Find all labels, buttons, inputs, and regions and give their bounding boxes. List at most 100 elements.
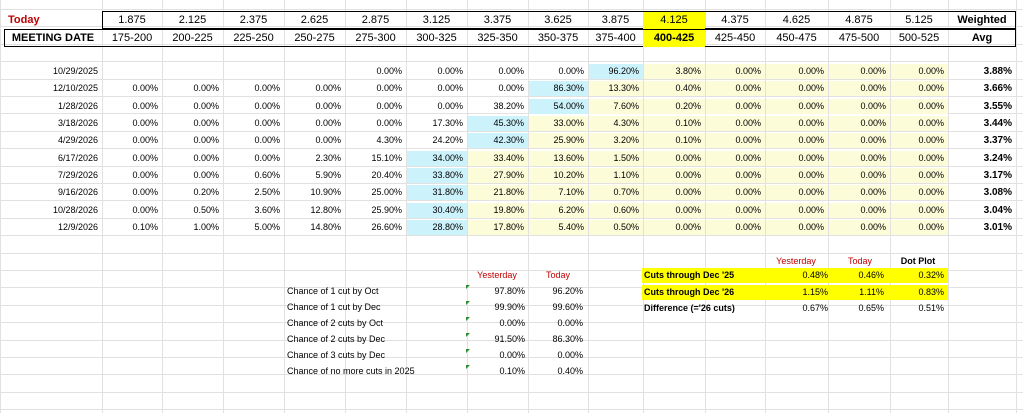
probability-cell[interactable]: 24.20%	[432, 135, 463, 145]
probability-cell[interactable]: 5.90%	[315, 170, 341, 180]
probability-cell[interactable]: 0.50%	[589, 220, 643, 235]
probability-cell[interactable]: 0.00%	[706, 168, 765, 183]
probability-cell[interactable]: 0.00%	[706, 220, 765, 235]
chance-today[interactable]: 99.60%	[552, 302, 583, 312]
weighted-avg-cell[interactable]: 3.08%	[983, 187, 1012, 198]
weighted-avg-cell[interactable]: 3.01%	[983, 222, 1012, 233]
probability-cell[interactable]: 0.00%	[891, 151, 948, 166]
probability-cell[interactable]: 1.00%	[193, 222, 219, 232]
weighted-avg-cell[interactable]: 3.24%	[983, 153, 1012, 164]
probability-cell[interactable]: 0.00%	[766, 220, 828, 235]
chance-yesterday[interactable]: 0.00%	[499, 318, 525, 328]
probability-cell[interactable]: 0.00%	[132, 205, 158, 215]
probability-cell[interactable]: 0.60%	[254, 170, 280, 180]
probability-cell[interactable]: 0.00%	[829, 81, 890, 96]
probability-cell[interactable]: 0.00%	[766, 203, 828, 218]
probability-cell[interactable]: 0.00%	[254, 83, 280, 93]
probability-cell[interactable]	[285, 64, 345, 79]
probability-cell[interactable]: 0.00%	[891, 64, 948, 79]
probability-cell[interactable]: 0.00%	[315, 135, 341, 145]
probability-cell[interactable]: 0.00%	[644, 168, 705, 183]
probability-cell[interactable]: 0.00%	[829, 99, 890, 114]
probability-cell[interactable]: 4.30%	[376, 135, 402, 145]
probability-cell[interactable]: 13.60%	[529, 151, 588, 166]
probability-cell[interactable]: 0.00%	[254, 101, 280, 111]
chance-yesterday[interactable]: 99.90%	[494, 302, 525, 312]
chance-yesterday[interactable]: 0.10%	[499, 366, 525, 376]
probability-cell[interactable]: 27.90%	[468, 168, 528, 183]
probability-cell[interactable]: 1.50%	[589, 151, 643, 166]
probability-cell[interactable]: 19.80%	[468, 203, 528, 218]
probability-cell[interactable]: 0.00%	[766, 64, 828, 79]
probability-cell[interactable]: 0.00%	[891, 116, 948, 131]
probability-cell[interactable]: 0.00%	[132, 83, 158, 93]
probability-cell[interactable]: 0.60%	[589, 203, 643, 218]
probability-cell[interactable]: 0.00%	[706, 116, 765, 131]
probability-cell[interactable]: 0.00%	[891, 133, 948, 148]
probability-cell[interactable]: 2.50%	[254, 187, 280, 197]
probability-cell[interactable]: 0.00%	[766, 168, 828, 183]
probability-cell[interactable]: 3.60%	[254, 205, 280, 215]
probability-cell[interactable]: 0.00%	[829, 116, 890, 131]
probability-cell[interactable]: 12.80%	[310, 205, 341, 215]
probability-cell[interactable]	[224, 64, 284, 79]
probability-cell[interactable]: 17.30%	[432, 118, 463, 128]
probability-cell[interactable]: 0.00%	[891, 81, 948, 96]
probability-cell[interactable]: 0.00%	[891, 168, 948, 183]
probability-cell[interactable]: 0.00%	[376, 66, 402, 76]
probability-cell[interactable]: 0.00%	[891, 185, 948, 200]
probability-cell[interactable]: 0.00%	[706, 99, 765, 114]
probability-cell[interactable]: 0.00%	[315, 101, 341, 111]
chance-today[interactable]: 0.40%	[557, 366, 583, 376]
probability-cell[interactable]: 33.00%	[529, 116, 588, 131]
probability-cell[interactable]: 25.00%	[371, 187, 402, 197]
probability-cell[interactable]: 0.00%	[498, 66, 524, 76]
probability-cell[interactable]: 0.00%	[558, 66, 584, 76]
probability-cell[interactable]: 0.00%	[829, 168, 890, 183]
weighted-avg-cell[interactable]: 3.55%	[983, 101, 1012, 112]
probability-cell[interactable]: 0.00%	[706, 203, 765, 218]
probability-cell[interactable]: 31.80%	[407, 185, 467, 200]
probability-cell[interactable]: 0.70%	[589, 185, 643, 200]
probability-cell[interactable]: 0.10%	[132, 222, 158, 232]
weighted-avg-cell[interactable]: 3.66%	[983, 83, 1012, 94]
probability-cell[interactable]: 0.00%	[193, 118, 219, 128]
probability-cell[interactable]: 54.00%	[529, 99, 588, 114]
cuts-today[interactable]: 1.11%	[832, 285, 888, 300]
probability-cell[interactable]: 33.80%	[407, 168, 467, 183]
probability-cell[interactable]: 34.00%	[407, 151, 467, 166]
probability-cell[interactable]: 25.90%	[529, 133, 588, 148]
chance-yesterday[interactable]: 0.00%	[499, 350, 525, 360]
cuts-today[interactable]: 0.65%	[858, 303, 884, 313]
probability-cell[interactable]: 38.20%	[493, 101, 524, 111]
probability-cell[interactable]: 13.30%	[589, 81, 643, 96]
probability-cell[interactable]: 0.00%	[706, 185, 765, 200]
probability-cell[interactable]: 0.00%	[376, 83, 402, 93]
chance-today[interactable]: 96.20%	[552, 286, 583, 296]
probability-cell[interactable]: 0.00%	[829, 133, 890, 148]
probability-cell[interactable]: 28.80%	[407, 220, 467, 235]
cuts-dotplot[interactable]: 0.32%	[888, 268, 948, 283]
probability-cell[interactable]: 45.30%	[468, 116, 528, 131]
probability-cell[interactable]: 0.00%	[437, 66, 463, 76]
probability-cell[interactable]: 0.10%	[644, 133, 705, 148]
probability-cell[interactable]: 3.20%	[589, 133, 643, 148]
probability-cell[interactable]: 0.00%	[254, 153, 280, 163]
probability-cell[interactable]: 6.20%	[529, 203, 588, 218]
probability-cell[interactable]: 0.00%	[829, 185, 890, 200]
probability-cell[interactable]: 5.40%	[529, 220, 588, 235]
probability-cell[interactable]: 0.00%	[132, 118, 158, 128]
probability-cell[interactable]: 0.00%	[315, 118, 341, 128]
chance-today[interactable]: 0.00%	[557, 350, 583, 360]
probability-cell[interactable]: 0.00%	[644, 151, 705, 166]
probability-cell[interactable]: 0.00%	[132, 101, 158, 111]
probability-cell[interactable]: 42.30%	[468, 133, 528, 148]
probability-cell[interactable]: 10.20%	[529, 168, 588, 183]
probability-cell[interactable]: 0.00%	[193, 153, 219, 163]
cuts-yesterday[interactable]: 0.67%	[802, 303, 828, 313]
probability-cell[interactable]: 0.00%	[766, 185, 828, 200]
probability-cell[interactable]: 4.30%	[589, 116, 643, 131]
probability-cell[interactable]: 33.40%	[468, 151, 528, 166]
probability-cell[interactable]: 14.80%	[310, 222, 341, 232]
